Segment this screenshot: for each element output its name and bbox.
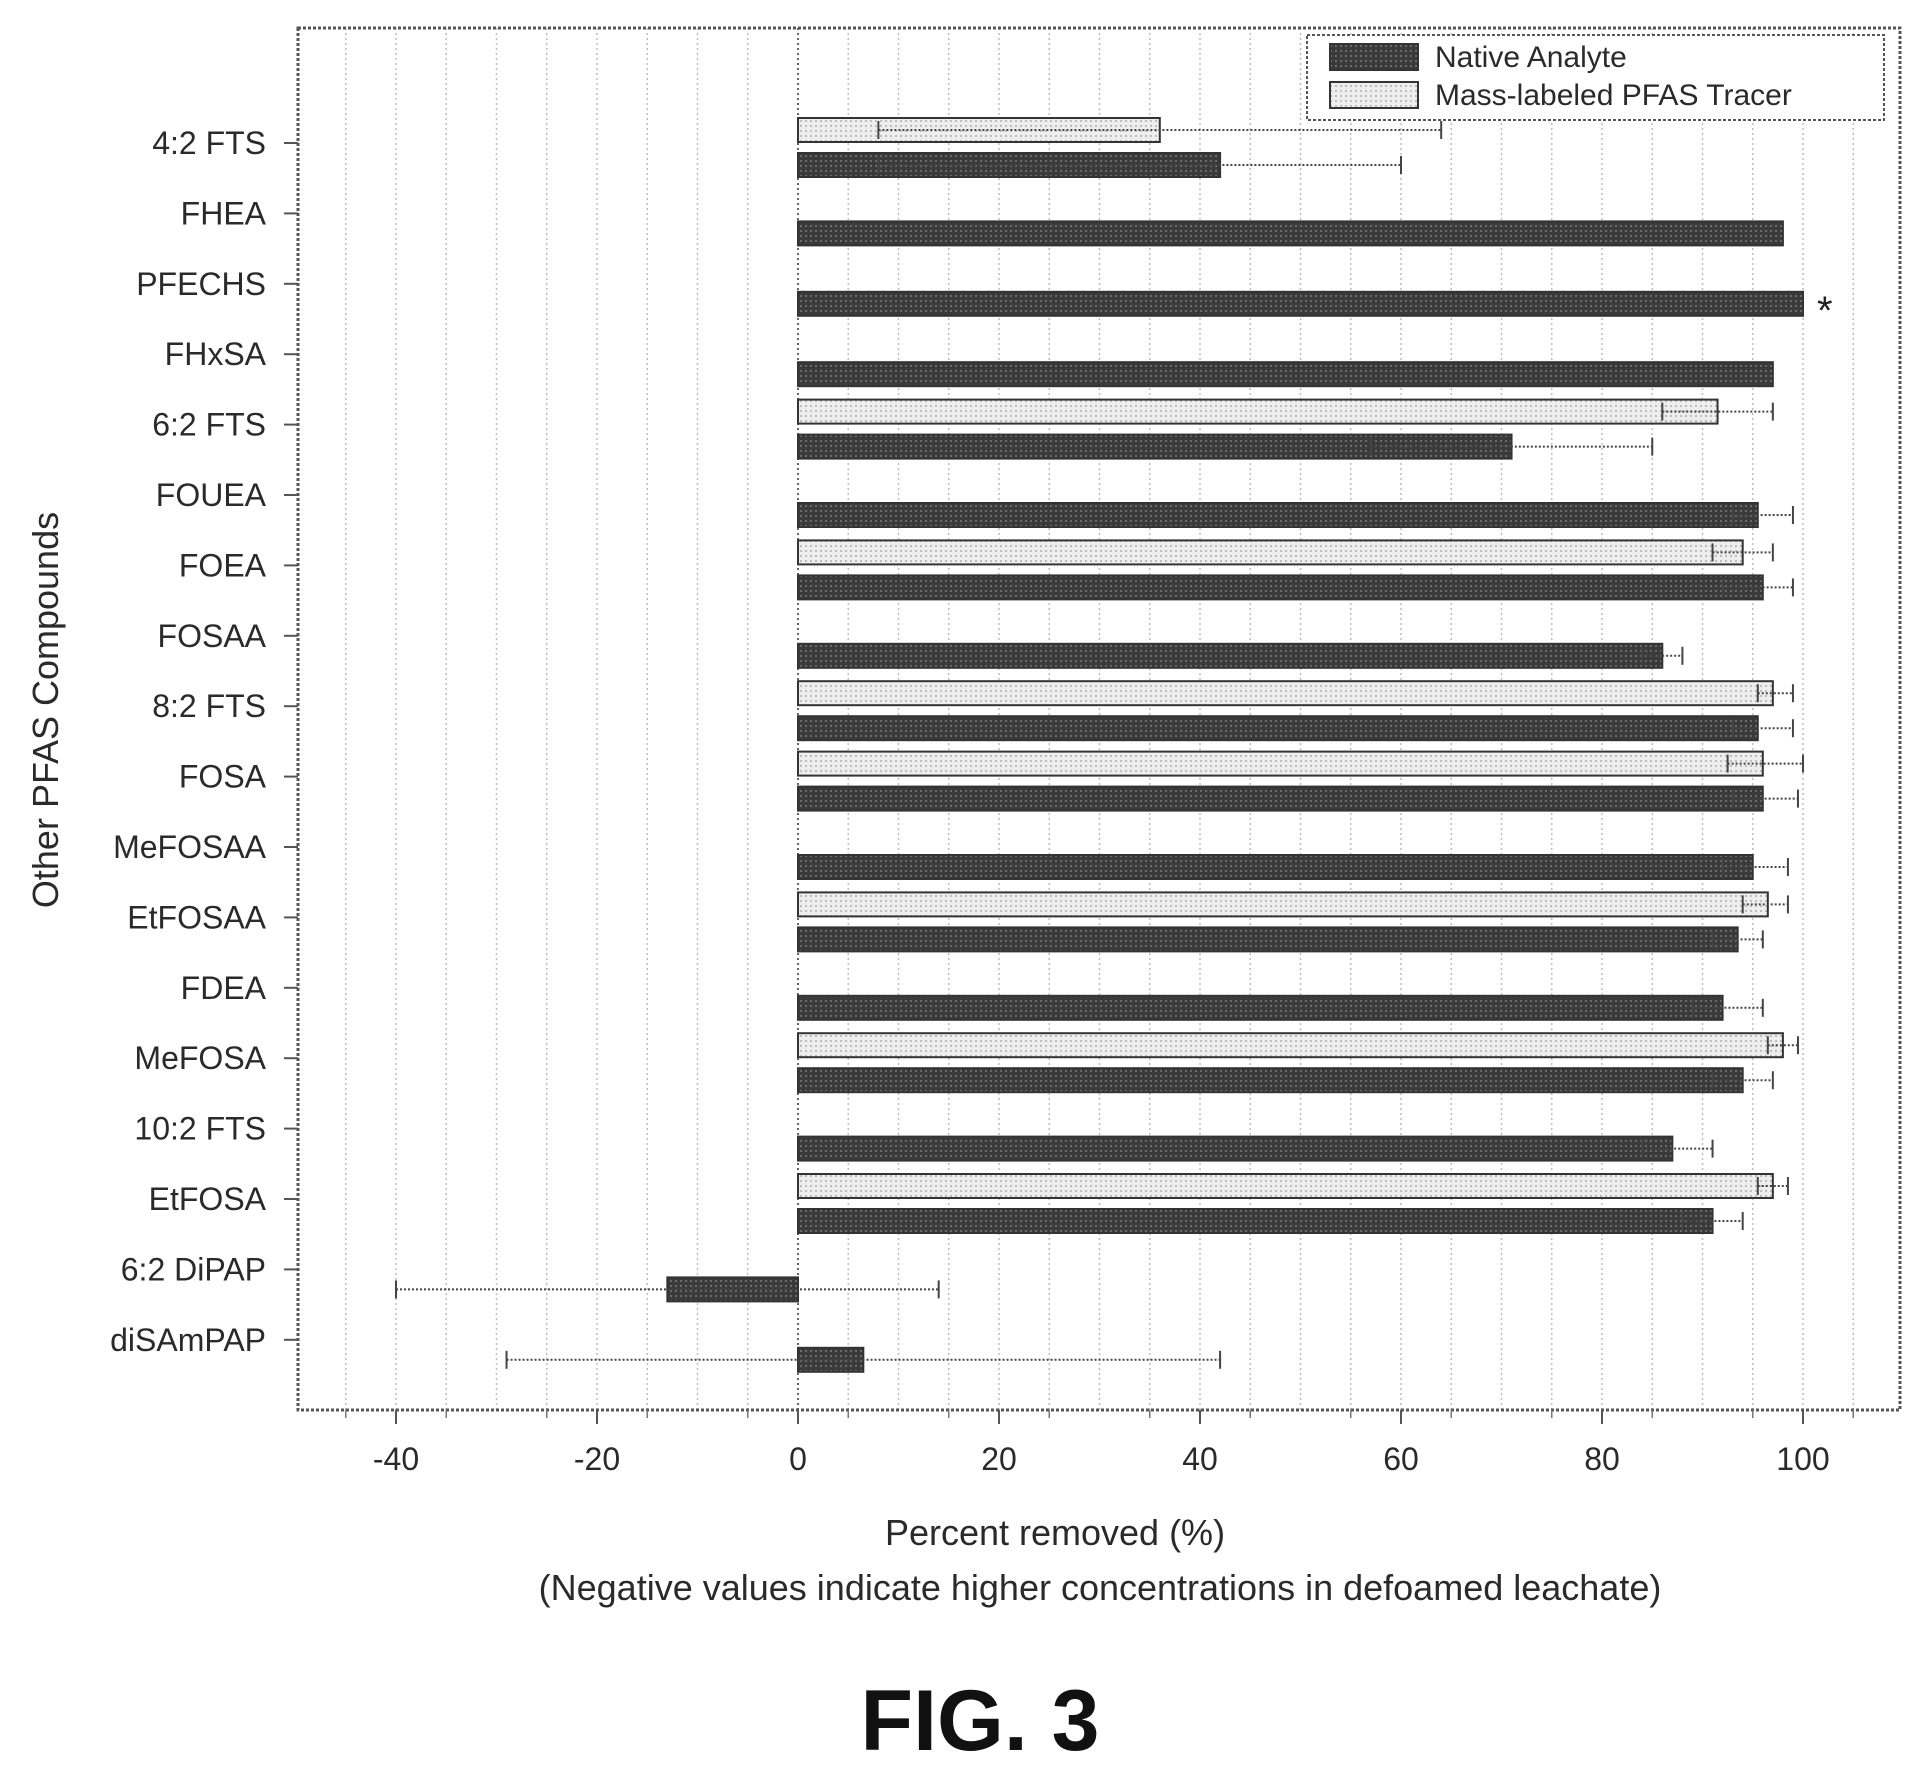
y-tick-label-etfosaa: EtFOSAA [127,899,266,935]
x-tick-label: 100 [1776,1441,1829,1477]
x-axis-title: Percent removed (%) [885,1512,1225,1553]
y-tick-label-fdea: FDEA [181,970,267,1006]
legend-swatch-native [1329,43,1419,71]
y-tick-label-6-2-fts: 6:2 FTS [152,407,266,443]
tick-labels: -40 -20 0 20 40 60 80 100 4:2 FTS FHEA PFECHS FHxSA… [110,125,1830,1477]
bar-native-etfosaa [797,926,1739,953]
bar-native-fosaa [797,642,1664,669]
x-tick-label: 20 [981,1441,1017,1477]
y-tick-label-foea: FOEA [179,547,267,583]
legend-label-native-analyte: Native Analyte [1435,41,1627,74]
y-tick-label-fhea: FHEA [181,195,267,231]
bar-native-fhea [797,220,1784,247]
y-tick-label-etfosa: EtFOSA [149,1181,267,1217]
bar-native-etfosa [797,1208,1714,1234]
annotations: * [1817,289,1833,333]
plot-frame [296,26,1902,1412]
x-tick-label: 60 [1383,1441,1419,1477]
bar-native-fouea [797,502,1759,528]
bar-native-mefosa [797,1067,1744,1094]
bar-tracer-6-2-fts [797,398,1719,425]
y-tick-label-fhxsa: FHxSA [165,336,267,372]
y-tick-label-disampap: diSAmPAP [110,1322,266,1358]
x-tick-label: -40 [373,1441,419,1477]
x-tick-label: 80 [1584,1441,1620,1477]
bar-native-foea [797,574,1764,601]
y-tick-label-fosaa: FOSAA [158,618,267,654]
bar-tracer-etfosa [797,1173,1774,1199]
axes [284,26,1902,1424]
bar-native-mefosaa [797,854,1754,880]
y-axis-title: Other PFAS Compounds [25,512,66,908]
y-tick-label-fosa: FOSA [179,759,267,795]
bar-tracer-8-2-fts [797,680,1774,707]
bar-tracer-mefosa [797,1032,1784,1059]
error-bars [395,121,1804,1369]
bars [666,117,1804,1373]
bar-native-fosa [797,785,1764,812]
x-tick-label: 0 [789,1441,807,1477]
bar-native-fdea [797,994,1724,1021]
y-tick-label-8-2-fts: 8:2 FTS [152,688,266,724]
y-tick-label-pfechs: PFECHS [136,266,266,302]
bar-native-fhxsa [797,361,1774,388]
y-tick-label-10-2-fts: 10:2 FTS [134,1111,266,1147]
bar-native-pfechs [797,290,1804,317]
x-tick-label: 40 [1182,1441,1218,1477]
legend: Native Analyte Mass-labeled PFAS Tracer [1306,34,1885,121]
annotation-asterisk: * [1817,289,1833,333]
bar-tracer-etfosaa [797,891,1769,918]
bar-tracer-foea [797,539,1744,566]
x-tick-label: -20 [574,1441,620,1477]
bar-native-8-2-fts [797,715,1759,742]
bar-native-10-2-fts [797,1135,1674,1162]
bar-native-4-2-fts [797,152,1222,178]
y-tick-label-6-2-dipap: 6:2 DiPAP [121,1251,266,1287]
bar-tracer-fosa [797,750,1764,777]
x-axis-subtitle: (Negative values indicate higher concent… [539,1567,1662,1608]
y-tick-label-mefosa: MeFOSA [134,1040,266,1076]
figure-caption: FIG. 3 [861,1673,1100,1769]
legend-label-mass-labeled-tracer: Mass-labeled PFAS Tracer [1435,79,1792,112]
y-tick-label-4-2-fts: 4:2 FTS [152,125,266,161]
y-tick-label-mefosaa: MeFOSAA [113,829,267,865]
legend-swatch-tracer [1329,81,1419,109]
y-tick-label-fouea: FOUEA [156,477,267,513]
